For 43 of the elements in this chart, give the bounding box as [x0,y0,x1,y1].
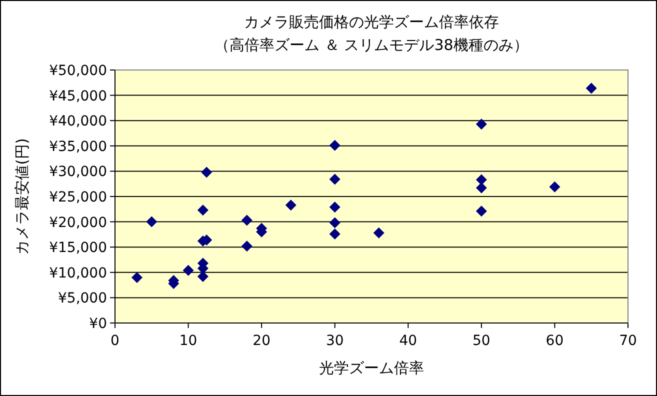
point [329,228,340,240]
x-axis-title: 光学ズーム倍率 [319,359,424,377]
point [549,181,560,192]
point [476,206,487,217]
x-tick-label: 60 [546,333,564,349]
point [329,217,340,228]
point [476,174,487,186]
x-tick-label: 50 [472,333,490,349]
x-tick-label: 10 [179,333,198,349]
point [476,182,487,194]
y-tick-label: ¥10,000 [49,265,107,282]
point [146,216,158,228]
point [329,202,340,213]
point [131,272,142,283]
y-tick-label: ¥50,000 [49,63,107,79]
point [241,240,252,252]
point [241,214,252,226]
x-tick-label: 70 [619,333,637,349]
point [476,118,487,130]
x-tick-label: 40 [399,333,418,349]
chart-title: カメラ販売価格の光学ズーム倍率依存 [244,13,499,31]
y-tick-label: ¥35,000 [49,138,107,155]
point [329,174,340,185]
point [197,204,208,216]
point [285,200,296,211]
y-tick-label: ¥15,000 [49,240,107,256]
y-tick-label: ¥0 [89,316,107,332]
point [329,140,340,151]
y-axis-title: カメラ最安値(円) [13,138,31,255]
x-tick-label: 20 [252,333,270,349]
y-tick-label: ¥5,000 [58,290,107,307]
point [182,264,194,276]
point [373,227,384,238]
y-tick-label: ¥45,000 [49,88,107,104]
y-tick-label: ¥20,000 [49,214,107,231]
point [586,82,597,94]
chart-subtitle: （高倍率ズーム ＆ スリムモデル38機種のみ） [214,36,528,54]
point [201,166,212,178]
y-tick-label: ¥25,000 [49,190,107,206]
y-tick-label: ¥40,000 [49,114,107,130]
x-tick-label: 30 [326,333,344,349]
x-tick-label: 0 [110,333,120,349]
y-tick-label: ¥30,000 [49,164,107,180]
